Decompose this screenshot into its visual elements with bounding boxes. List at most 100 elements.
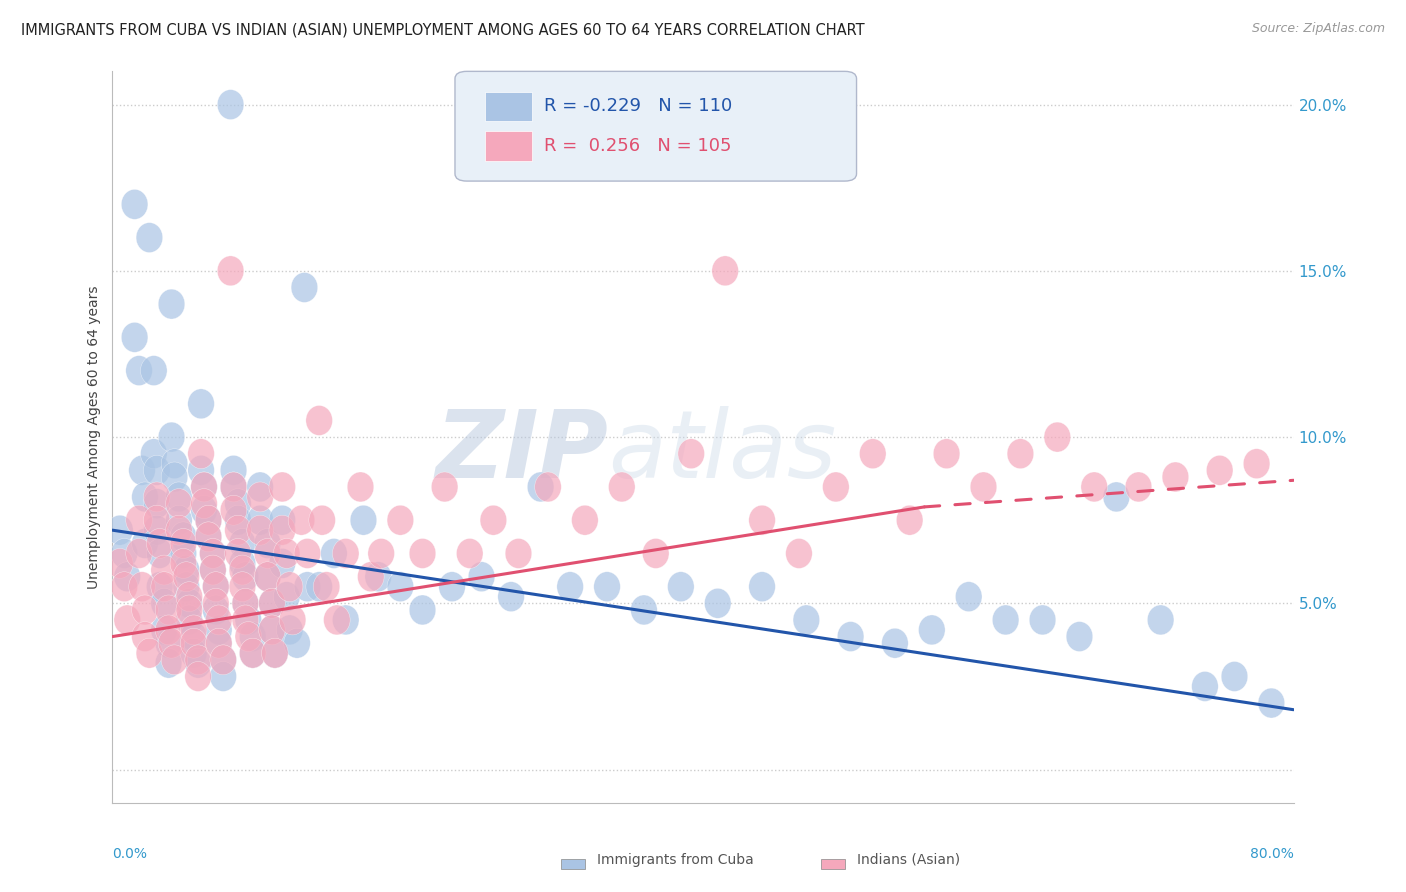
- Ellipse shape: [1104, 482, 1129, 512]
- Ellipse shape: [191, 472, 218, 502]
- Ellipse shape: [107, 549, 134, 578]
- Ellipse shape: [143, 516, 170, 545]
- Ellipse shape: [166, 516, 193, 545]
- Ellipse shape: [970, 472, 997, 502]
- Ellipse shape: [1029, 605, 1056, 635]
- Ellipse shape: [162, 449, 188, 479]
- Ellipse shape: [200, 555, 226, 585]
- Ellipse shape: [150, 555, 177, 585]
- Ellipse shape: [1206, 455, 1233, 485]
- Ellipse shape: [107, 516, 134, 545]
- Ellipse shape: [205, 628, 232, 658]
- Ellipse shape: [155, 628, 181, 658]
- Ellipse shape: [129, 455, 155, 485]
- Text: 0.0%: 0.0%: [112, 847, 148, 861]
- Ellipse shape: [143, 455, 170, 485]
- Ellipse shape: [150, 572, 177, 601]
- Ellipse shape: [170, 549, 197, 578]
- Ellipse shape: [269, 516, 295, 545]
- Text: R = -0.229   N = 110: R = -0.229 N = 110: [544, 97, 731, 115]
- Ellipse shape: [332, 605, 359, 635]
- Ellipse shape: [277, 572, 302, 601]
- Ellipse shape: [221, 455, 247, 485]
- Ellipse shape: [121, 189, 148, 219]
- Ellipse shape: [162, 462, 188, 492]
- Ellipse shape: [347, 472, 374, 502]
- FancyBboxPatch shape: [485, 131, 531, 161]
- Ellipse shape: [202, 572, 229, 601]
- Ellipse shape: [350, 505, 377, 535]
- Ellipse shape: [173, 572, 200, 601]
- Ellipse shape: [209, 645, 236, 674]
- Ellipse shape: [200, 539, 226, 568]
- Ellipse shape: [184, 648, 211, 678]
- Ellipse shape: [269, 472, 295, 502]
- Ellipse shape: [387, 572, 413, 601]
- Ellipse shape: [314, 572, 340, 601]
- Text: Immigrants from Cuba: Immigrants from Cuba: [596, 853, 754, 867]
- Ellipse shape: [323, 605, 350, 635]
- Ellipse shape: [273, 539, 299, 568]
- Text: 80.0%: 80.0%: [1250, 847, 1294, 861]
- Ellipse shape: [823, 472, 849, 502]
- Ellipse shape: [143, 489, 170, 518]
- Ellipse shape: [188, 389, 214, 418]
- Ellipse shape: [180, 622, 207, 651]
- Ellipse shape: [332, 539, 359, 568]
- Ellipse shape: [229, 555, 256, 585]
- Ellipse shape: [498, 582, 524, 612]
- Ellipse shape: [882, 628, 908, 658]
- Ellipse shape: [254, 528, 281, 558]
- Ellipse shape: [121, 322, 148, 352]
- Ellipse shape: [111, 539, 138, 568]
- Ellipse shape: [111, 572, 138, 601]
- Ellipse shape: [146, 539, 173, 568]
- Ellipse shape: [221, 472, 247, 502]
- Ellipse shape: [704, 589, 731, 618]
- FancyBboxPatch shape: [485, 92, 531, 121]
- Ellipse shape: [631, 595, 657, 625]
- Ellipse shape: [1066, 622, 1092, 651]
- Ellipse shape: [859, 439, 886, 468]
- FancyBboxPatch shape: [456, 71, 856, 181]
- Ellipse shape: [239, 622, 266, 651]
- Ellipse shape: [176, 605, 202, 635]
- Ellipse shape: [468, 562, 495, 591]
- Ellipse shape: [1147, 605, 1174, 635]
- Ellipse shape: [711, 256, 738, 285]
- Ellipse shape: [527, 472, 554, 502]
- Ellipse shape: [191, 495, 218, 525]
- Ellipse shape: [155, 615, 181, 645]
- Ellipse shape: [918, 615, 945, 645]
- Ellipse shape: [1192, 672, 1218, 701]
- Ellipse shape: [162, 645, 188, 674]
- Ellipse shape: [277, 615, 302, 645]
- Ellipse shape: [247, 482, 273, 512]
- Ellipse shape: [259, 589, 285, 618]
- Ellipse shape: [184, 645, 211, 674]
- Ellipse shape: [259, 615, 285, 645]
- Ellipse shape: [254, 562, 281, 591]
- Ellipse shape: [288, 505, 315, 535]
- Ellipse shape: [1045, 422, 1070, 452]
- Ellipse shape: [141, 439, 167, 468]
- Ellipse shape: [505, 539, 531, 568]
- Ellipse shape: [209, 662, 236, 691]
- Ellipse shape: [247, 516, 273, 545]
- Ellipse shape: [229, 528, 256, 558]
- Ellipse shape: [202, 595, 229, 625]
- Ellipse shape: [195, 505, 222, 535]
- Ellipse shape: [170, 539, 197, 568]
- Ellipse shape: [269, 549, 295, 578]
- Ellipse shape: [132, 622, 159, 651]
- Ellipse shape: [225, 539, 252, 568]
- Ellipse shape: [309, 505, 336, 535]
- Ellipse shape: [232, 589, 259, 618]
- Text: R =  0.256   N = 105: R = 0.256 N = 105: [544, 137, 731, 155]
- Ellipse shape: [269, 505, 295, 535]
- Ellipse shape: [284, 628, 311, 658]
- Ellipse shape: [155, 595, 181, 625]
- Ellipse shape: [254, 539, 281, 568]
- Ellipse shape: [1222, 662, 1247, 691]
- Ellipse shape: [838, 622, 863, 651]
